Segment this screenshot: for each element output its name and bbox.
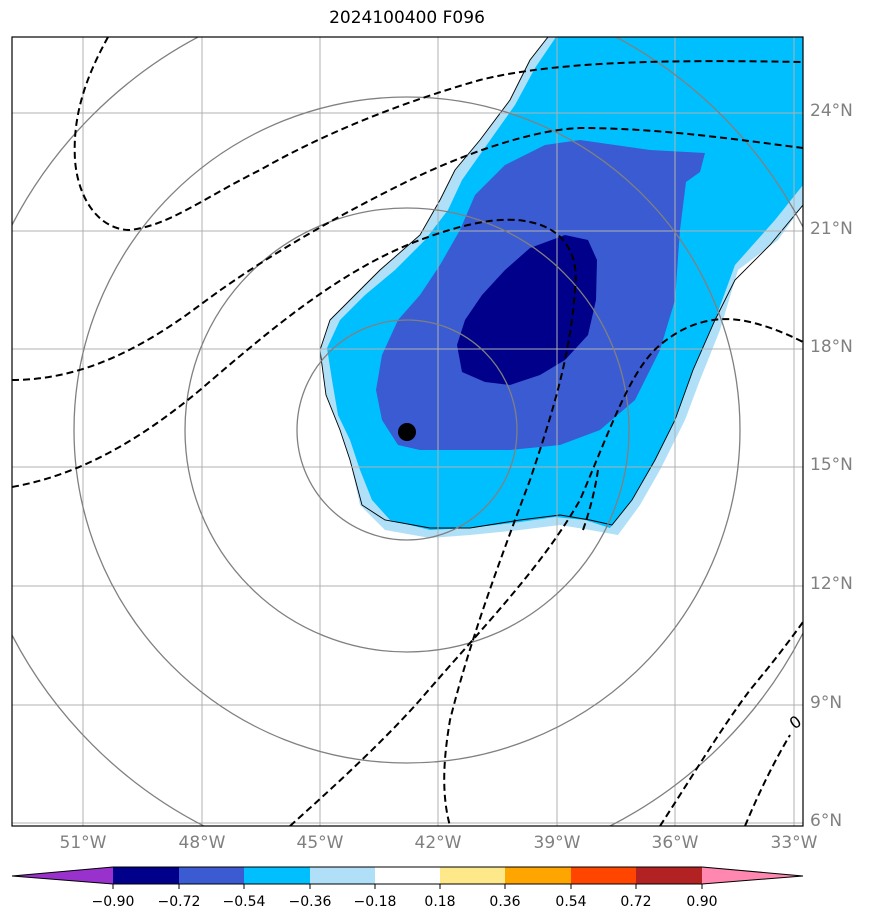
colorbar-extend-low (12, 867, 113, 884)
map-frame (11, 36, 804, 827)
lat-label-24n: 24°N (810, 101, 853, 121)
zero-contour (319, 37, 803, 529)
range-rings (12, 37, 803, 826)
lat-label-18n: 18°N (810, 337, 853, 357)
contour-label: 0 (786, 712, 805, 733)
colorbar (11, 866, 804, 889)
dashed-contours (12, 37, 803, 826)
colorbar-tick-label: −0.90 (91, 894, 135, 910)
colorbar-tick-label: 0.18 (424, 894, 456, 910)
lat-label-12n: 12°N (810, 574, 853, 594)
gridlines (12, 37, 803, 826)
lon-label-33w: 33°W (770, 833, 818, 853)
storm-center-marker (398, 423, 416, 441)
colorbar-tick-label: 0.36 (489, 894, 521, 910)
colorbar-tick-label: −0.36 (288, 894, 332, 910)
colorbar-extend-high (702, 867, 803, 884)
lat-label-9n: 9°N (810, 693, 843, 713)
colorbar-tick-label: 0.72 (620, 894, 652, 910)
colorbar-tick-label: 0.90 (686, 894, 718, 910)
lat-label-6n: 6°N (810, 811, 843, 831)
lon-label-45w: 45°W (296, 833, 344, 853)
lat-label-15n: 15°N (810, 455, 853, 475)
lon-label-48w: 48°W (178, 833, 226, 853)
lat-label-21n: 21°N (810, 219, 853, 239)
lon-label-51w: 51°W (59, 833, 107, 853)
anomaly-fill-darkblue (457, 235, 597, 385)
map-plot-area (12, 37, 803, 826)
colorbar-tick-label: 0.54 (555, 894, 587, 910)
lon-label-39w: 39°W (533, 833, 581, 853)
colorbar-tick-label: −0.18 (353, 894, 397, 910)
lon-label-36w: 36°W (651, 833, 699, 853)
figure-title: 2024100400 F096 (329, 8, 485, 28)
lon-label-42w: 42°W (414, 833, 462, 853)
colorbar-tick-label: −0.54 (222, 894, 266, 910)
colorbar-tick-label: −0.72 (157, 894, 201, 910)
